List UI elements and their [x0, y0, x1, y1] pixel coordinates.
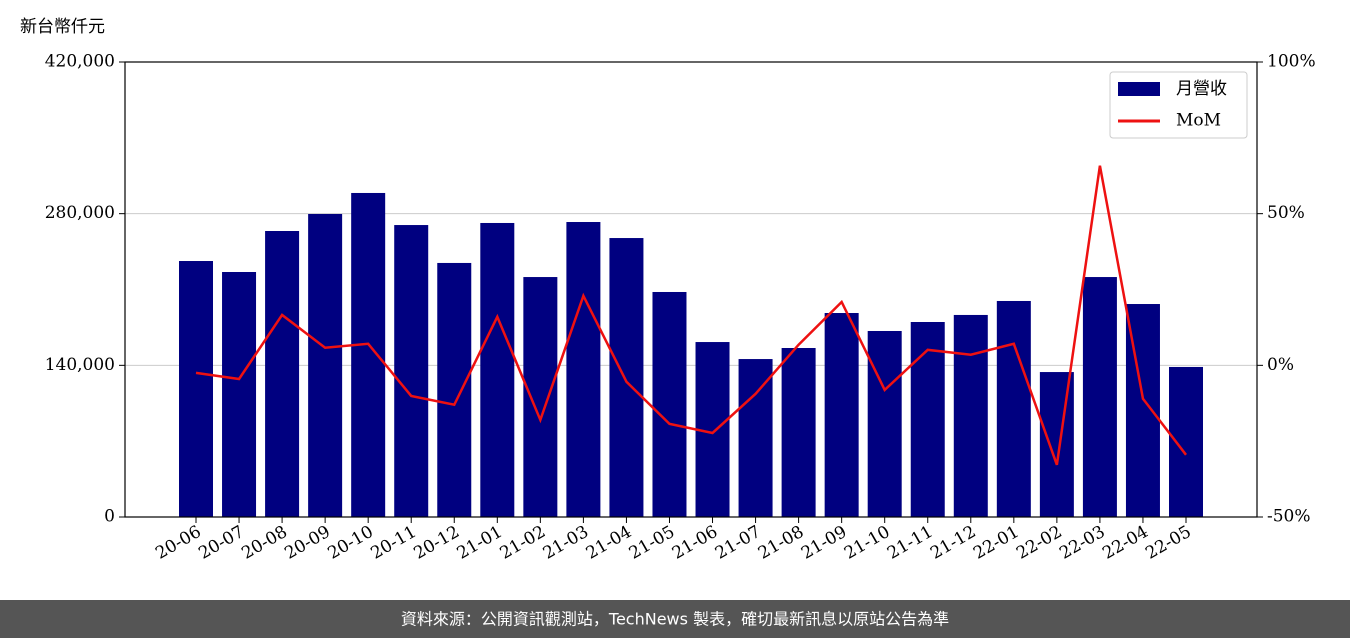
x-tick-label: 21-06 — [669, 522, 721, 564]
bar — [738, 359, 773, 517]
x-tick-label: 20-10 — [324, 522, 376, 564]
source-note: 資料來源：公開資訊觀測站，TechNews 製表，確切最新訊息以原站公告為準 — [401, 610, 949, 629]
footer-bar — [0, 600, 1350, 638]
x-tick-label: 21-05 — [626, 522, 678, 564]
bar — [1082, 277, 1117, 517]
bar — [609, 238, 644, 517]
bar — [1169, 366, 1203, 517]
bar — [652, 291, 687, 517]
bar — [437, 262, 472, 517]
legend-label: 月營收 — [1176, 79, 1227, 99]
x-tick-label: 21-08 — [755, 522, 807, 564]
bar — [265, 231, 300, 517]
x-tick-label: 21-03 — [540, 522, 592, 564]
bar — [910, 322, 945, 517]
x-tick-label: 22-02 — [1013, 522, 1065, 564]
y-tick-label: 280,000 — [45, 203, 115, 223]
bar — [867, 330, 902, 517]
y2-tick-label: 0% — [1267, 355, 1294, 375]
plot-frame — [124, 61, 1258, 518]
line — [195, 165, 1187, 466]
x-tick-label: 20-07 — [195, 522, 247, 564]
y2-tick-label: 50% — [1267, 203, 1305, 223]
bar — [781, 348, 816, 517]
x-tick-label: 21-09 — [798, 522, 850, 564]
y-tick-label: 140,000 — [45, 355, 115, 375]
legend-swatch — [1118, 82, 1160, 96]
bar — [394, 225, 429, 517]
x-tick-label: 20-12 — [411, 522, 463, 564]
x-tick-label: 21-11 — [884, 522, 936, 564]
bar — [824, 313, 859, 517]
x-tick-label: 21-07 — [712, 522, 764, 564]
bar — [308, 213, 343, 517]
bar — [566, 222, 601, 517]
y2-tick-label: -50% — [1267, 507, 1311, 527]
x-tick-label: 22-04 — [1099, 522, 1151, 564]
x-tick-label: 21-02 — [497, 522, 549, 564]
x-tick-label: 20-09 — [281, 522, 333, 564]
y-tick-label: 0 — [104, 507, 115, 527]
legend-label: MoM — [1176, 111, 1221, 131]
x-tick-label: 20-08 — [238, 522, 290, 564]
bar — [523, 277, 558, 517]
y-tick-label: 420,000 — [45, 52, 115, 72]
x-tick-label: 22-05 — [1142, 522, 1194, 564]
x-tick-label: 21-10 — [841, 522, 893, 564]
bar — [179, 261, 213, 517]
x-tick-label: 21-04 — [583, 522, 635, 564]
x-tick-label: 21-12 — [927, 522, 979, 564]
x-tick-label: 21-01 — [454, 522, 506, 564]
y2-tick-label: 100% — [1267, 52, 1316, 72]
x-tick-label: 20-06 — [152, 522, 204, 564]
x-tick-label: 22-01 — [970, 522, 1022, 564]
y-axis-label: 新台幣仟元 — [20, 17, 105, 37]
x-tick-label: 22-03 — [1056, 522, 1108, 564]
x-tick-label: 20-11 — [368, 522, 420, 564]
bar — [480, 222, 515, 517]
bar — [953, 314, 988, 517]
bar — [1039, 372, 1074, 517]
bar — [996, 300, 1031, 517]
bar — [222, 272, 257, 517]
bar — [351, 192, 386, 517]
